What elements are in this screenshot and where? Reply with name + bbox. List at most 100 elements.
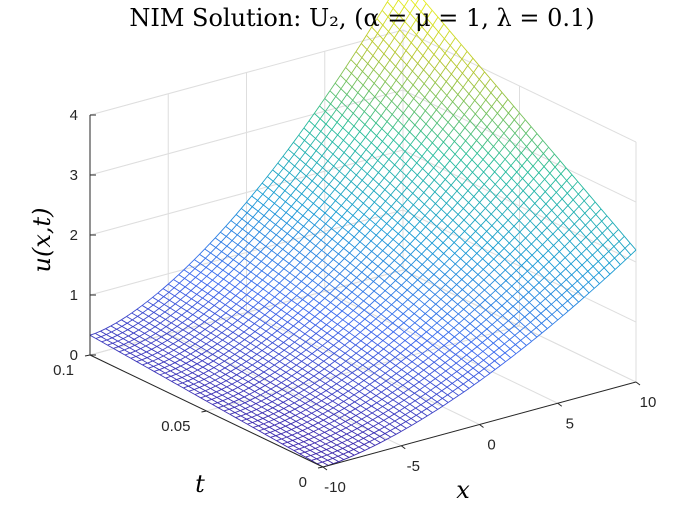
mesh-segment [321, 406, 329, 412]
mesh-segment [440, 298, 448, 305]
mesh-segment [296, 426, 303, 431]
mesh-segment [550, 197, 558, 205]
mesh-segment [345, 181, 352, 189]
x-tick-mark [322, 466, 328, 471]
mesh-segment [490, 300, 497, 306]
mesh-segment [199, 384, 205, 388]
mesh-segment [235, 295, 242, 300]
mesh-segment [319, 434, 326, 439]
mesh-segment [270, 230, 277, 236]
mesh-segment [273, 410, 279, 415]
mesh-segment [355, 405, 361, 410]
mesh-segment [288, 402, 295, 407]
mesh-segment [302, 375, 309, 381]
mesh-segment [384, 59, 391, 69]
mesh-segment [281, 378, 287, 384]
mesh-segment [554, 262, 561, 269]
mesh-segment [326, 129, 333, 137]
mesh-segment [330, 211, 337, 219]
mesh-segment [540, 221, 548, 229]
mesh-segment [264, 378, 271, 383]
mesh-segment [317, 179, 324, 187]
mesh-segment [278, 179, 285, 187]
mesh-segment [94, 333, 102, 338]
mesh-segment [345, 67, 352, 74]
mesh-segment [223, 408, 230, 412]
mesh-segment [220, 226, 226, 233]
mesh-segment [438, 253, 445, 260]
mesh-segment [407, 84, 414, 93]
mesh-segment [170, 370, 177, 375]
mesh-segment [398, 132, 405, 140]
mesh-segment [445, 279, 452, 285]
mesh-segment [530, 321, 537, 328]
mesh-segment [339, 414, 346, 419]
mesh-segment [320, 136, 327, 144]
mesh-segment [424, 97, 431, 104]
mesh-segment [265, 318, 271, 324]
mesh-segment [221, 324, 228, 330]
mesh-segment [455, 354, 462, 360]
mesh-segment [449, 153, 456, 161]
mesh-segment [466, 159, 473, 167]
mesh-segment [357, 296, 364, 302]
mesh-segment [379, 207, 387, 213]
mesh-segment [196, 363, 204, 368]
mesh-segment [231, 377, 238, 382]
mesh-segment [355, 51, 363, 58]
mesh-segment [389, 176, 396, 184]
mesh-segment [286, 382, 293, 387]
mesh-segment [446, 95, 453, 103]
mesh-segment [371, 142, 378, 149]
mesh-segment [400, 50, 407, 59]
mesh-segment [330, 376, 337, 381]
mesh-segment [137, 312, 144, 317]
mesh-segment [496, 213, 503, 221]
mesh-segment [295, 271, 302, 278]
mesh-segment [160, 329, 167, 334]
mesh-segment [454, 247, 461, 254]
mesh-segment [332, 404, 339, 409]
mesh-segment [451, 73, 458, 81]
mesh-segment [451, 190, 458, 198]
mesh-segment [473, 190, 480, 197]
mesh-segment [425, 322, 432, 328]
mesh-segment [513, 112, 520, 121]
mesh-segment [450, 362, 457, 368]
mesh-segment [444, 52, 452, 61]
mesh-segment [470, 328, 477, 334]
mesh-segment [305, 455, 311, 458]
mesh-segment [420, 396, 427, 402]
mesh-segment [408, 303, 414, 310]
mesh-segment [166, 329, 173, 334]
mesh-segment [304, 396, 311, 401]
mesh-segment [373, 75, 380, 84]
mesh-segment [482, 139, 488, 147]
mesh-segment [419, 104, 426, 112]
mesh-segment [463, 318, 471, 324]
mesh-segment [451, 80, 458, 89]
mesh-segment [324, 206, 331, 214]
mesh-segment [487, 337, 494, 344]
mesh-segment [455, 159, 462, 167]
mesh-segment [415, 11, 422, 21]
mesh-segment [595, 214, 602, 222]
mesh-segment [384, 423, 390, 428]
mesh-segment [282, 155, 290, 162]
mesh-segment [211, 336, 217, 341]
mesh-segment [317, 357, 324, 362]
mesh-segment [318, 428, 325, 433]
mesh-segment [397, 119, 405, 127]
mesh-segment [160, 326, 167, 331]
mesh-segment [303, 382, 310, 388]
mesh-segment [224, 364, 231, 369]
mesh-segment [398, 125, 405, 134]
mesh-segment [239, 346, 246, 352]
mesh-segment [332, 457, 339, 463]
mesh-segment [258, 310, 266, 316]
mesh-segment [305, 399, 311, 404]
mesh-segment [205, 339, 212, 345]
mesh-segment [345, 73, 352, 82]
mesh-segment [416, 264, 423, 271]
mesh-segment [261, 342, 268, 348]
